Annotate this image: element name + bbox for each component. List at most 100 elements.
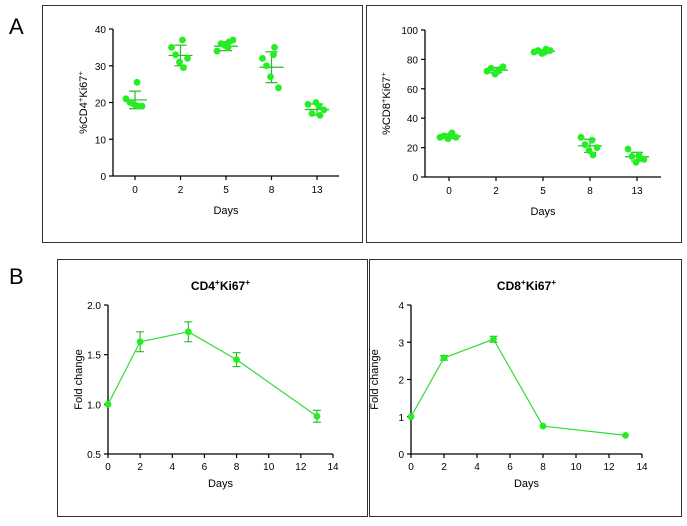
chart1-point-3-5	[588, 136, 596, 144]
chart0-ylabel-ki-sup: +	[76, 71, 85, 76]
chart1-ylabel: %CD8+Ki67+	[379, 72, 394, 135]
chart3-xtick-label-0: 0	[408, 462, 414, 473]
chart2-title-sup: +	[215, 277, 220, 287]
chart3-point-0	[407, 413, 415, 421]
chart3-series-line	[410, 338, 626, 436]
chart1-xtick-label-0: 0	[446, 186, 452, 197]
chart0-ylabel-sup: +	[76, 97, 85, 102]
chart2-point-3	[233, 356, 240, 364]
chart1-ytick-label-4: 80	[407, 55, 419, 66]
chart1-point-2-5	[541, 48, 549, 56]
chart3-title-sup: +	[521, 277, 526, 287]
chart1-ytick-label-1: 20	[407, 144, 419, 155]
chart-frame-cd8-scatter	[366, 5, 682, 243]
chart0-point-4-1	[308, 110, 316, 117]
chart1-ylabel-base: %CD8	[381, 103, 393, 135]
chart-frame-cd4-scatter	[42, 5, 363, 243]
chart2-xtick-label-7: 14	[327, 462, 339, 473]
chart1-point-3-3	[589, 151, 597, 159]
chart1-point-4-4	[640, 155, 648, 163]
chart0-ytick-label-1: 10	[95, 135, 107, 146]
panel-label-a: A	[9, 14, 24, 39]
chart0-point-3-5	[270, 51, 277, 59]
chart3-ytick-label-3: 3	[398, 338, 404, 349]
chart0-xtick-label-3: 8	[269, 185, 275, 196]
chart1-point-3-2	[585, 147, 593, 154]
chart0-point-0-4	[138, 102, 146, 110]
chart2-xtick-label-2: 4	[170, 462, 176, 473]
chart0-point-3-0	[259, 55, 266, 62]
chart0-point-3-1	[263, 62, 270, 70]
chart0-xtick-label-4: 13	[311, 185, 323, 196]
chart3-title-ki: Ki67	[526, 279, 552, 293]
chart1-ylabel-sup: +	[379, 98, 388, 103]
chart1-point-4-1	[628, 153, 636, 160]
chart2-point-2	[184, 328, 192, 336]
chart0-xtick-label-0: 0	[132, 185, 138, 196]
chart1-point-0-4	[452, 133, 460, 141]
chart3-ytick-label-0: 0	[398, 450, 404, 461]
chart2-xtick-label-0: 0	[105, 462, 111, 473]
chart1-xlabel: Days	[530, 206, 556, 218]
chart3-ylabel: Fold change	[369, 349, 381, 410]
chart3-point-2	[490, 335, 497, 343]
chart0-point-4-3	[316, 111, 324, 119]
chart1-point-0-5	[447, 130, 455, 138]
chart2-title: CD4+Ki67+	[191, 277, 250, 293]
chart1-ytick-label-3: 60	[407, 85, 419, 96]
chart0-point-1-2	[176, 58, 183, 66]
chart0-point-2-0	[213, 47, 221, 55]
chart1-ylabel-ki-sup: +	[379, 72, 388, 77]
chart0-point-2-4	[229, 36, 237, 44]
chart0-point-0-5	[133, 78, 141, 86]
chart0-point-2-5	[224, 43, 232, 51]
chart3-xtick-label-7: 14	[636, 462, 648, 473]
chart1-point-1-4	[499, 63, 507, 71]
chart2-xtick-label-6: 12	[295, 462, 307, 473]
chart3-xtick-label-3: 6	[507, 462, 513, 473]
chart1-xtick-label-1: 2	[493, 186, 499, 197]
chart3-point-1	[440, 354, 448, 362]
chart1-xtick-label-3: 8	[587, 186, 593, 197]
chart0-xlabel: Days	[213, 205, 239, 217]
chart2-title-ki: Ki67	[220, 279, 246, 293]
chart2-ytick-label-1: 1.0	[87, 400, 101, 411]
chart3-point-4	[622, 431, 629, 439]
chart0-point-4-4	[320, 106, 328, 114]
chart2-ytick-label-3: 2.0	[87, 301, 101, 312]
chart1-point-4-2	[632, 158, 640, 166]
chart3-title-ki-sup: +	[551, 277, 556, 287]
chart2-point-1	[136, 338, 144, 346]
chart0-ylabel-base: %CD4	[78, 102, 90, 134]
chart3-point-3	[539, 422, 547, 430]
chart0-point-4-5	[315, 102, 323, 110]
chart1-point-3-0	[577, 133, 585, 141]
chart0-point-3-3	[271, 43, 278, 51]
chart1-point-3-4	[593, 144, 601, 152]
chart0-ylabel: %CD4+Ki67+	[76, 71, 91, 134]
chart1-ytick-label-0: 0	[412, 173, 418, 184]
chart1-xtick-label-2: 5	[540, 186, 546, 197]
chart0-point-1-4	[184, 55, 191, 62]
chart3-ytick-label-1: 1	[398, 413, 404, 424]
chart0-point-3-4	[275, 84, 282, 92]
chart0-ylabel-ki: Ki67	[78, 76, 90, 98]
chart2-xtick-label-1: 2	[137, 462, 143, 473]
chart2-xtick-label-3: 6	[202, 462, 208, 473]
chart2-ytick-label-0: 0.5	[87, 450, 101, 461]
chart3-title-base: CD8	[497, 279, 521, 293]
panel-label-b: B	[9, 264, 24, 289]
chart3-ytick-label-2: 2	[398, 376, 404, 387]
chart1-xtick-label-4: 13	[631, 186, 643, 197]
chart3-xtick-label-5: 10	[570, 462, 582, 473]
chart0-ytick-label-4: 40	[95, 25, 107, 36]
chart1-point-4-5	[635, 151, 643, 159]
chart3-xtick-label-4: 8	[540, 462, 546, 473]
chart-frame-cd4-fold	[57, 259, 368, 517]
chart3-xtick-label-1: 2	[441, 462, 447, 473]
chart3-ytick-label-4: 4	[398, 301, 404, 312]
chart0-ytick-label-0: 0	[100, 172, 106, 183]
chart1-point-3-1	[581, 141, 589, 149]
chart0-point-3-2	[267, 73, 274, 81]
